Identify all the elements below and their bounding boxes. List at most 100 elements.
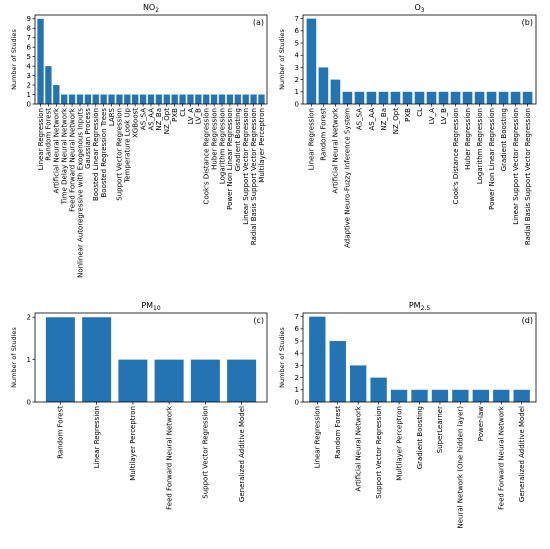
chart-title-subscript: 10 bbox=[153, 305, 161, 312]
bar-multilayer-perceptron bbox=[258, 94, 265, 104]
bar-lv-a bbox=[426, 91, 437, 104]
x-tick-label: NZ_Ba bbox=[380, 108, 388, 131]
y-tick-label: 1 bbox=[27, 356, 31, 364]
x-tick-label: CL bbox=[179, 108, 187, 117]
x-tick-label: Boosted Regression Trees bbox=[100, 108, 108, 198]
y-tick-label: 7 bbox=[295, 313, 299, 321]
y-tick-label: 3 bbox=[295, 362, 299, 370]
x-tick-label: Radial Basis Support Vector Regression bbox=[250, 108, 258, 245]
x-tick-label: Power-law bbox=[477, 406, 485, 441]
y-tick-label: 3 bbox=[27, 72, 31, 80]
y-tick-label: 0 bbox=[27, 100, 31, 108]
bar-gaussian-process bbox=[84, 94, 92, 104]
x-tick-label: Cook's Distance Regression bbox=[203, 108, 211, 204]
x-tick-label: NZ_Opt bbox=[163, 108, 171, 134]
plot-frame bbox=[34, 14, 268, 105]
y-tick-label: 4 bbox=[27, 63, 32, 71]
x-tick-label: AS_AA bbox=[368, 108, 376, 131]
chart-title-main: PM bbox=[141, 301, 153, 310]
bar-as-aa bbox=[147, 94, 155, 104]
bar-lv-b bbox=[438, 91, 449, 104]
chart-title-subscript: 3 bbox=[421, 7, 425, 14]
bar-lars bbox=[108, 94, 115, 104]
bar-as-sa bbox=[139, 94, 147, 104]
y-tick-label: 4 bbox=[295, 52, 300, 60]
y-tick-label: 4 bbox=[295, 350, 300, 358]
x-tick-label: Linear Support Vector Regression bbox=[512, 108, 520, 225]
bar-generalized-additive-model bbox=[227, 359, 257, 402]
plot-frame bbox=[34, 312, 268, 403]
x-tick-label: Support Vector Regression bbox=[202, 406, 210, 499]
x-tick-label: Gaussian Process bbox=[84, 108, 92, 169]
bar-random-forest bbox=[45, 66, 52, 104]
y-axis-label: Number of Studies bbox=[278, 29, 286, 90]
x-tick-label: PXB bbox=[171, 108, 179, 122]
panel-label: (c) bbox=[253, 316, 264, 325]
x-tick-label: Logarithm Regression bbox=[476, 108, 484, 184]
x-tick-label: Gradient Boosting bbox=[500, 108, 508, 171]
plot-frame bbox=[302, 14, 537, 105]
x-tick-label: Linear Regression bbox=[37, 108, 45, 170]
bar-support-vector-regression bbox=[370, 377, 387, 402]
y-tick-label: 6 bbox=[295, 325, 300, 333]
bar-linear-support-vector-regression bbox=[510, 91, 521, 104]
x-tick-label: XGBoost bbox=[132, 108, 140, 138]
bar-logarithm-regression bbox=[474, 91, 485, 104]
x-tick-label: Generalized Additive Model bbox=[238, 406, 246, 502]
bar-artificial-neural-network bbox=[53, 85, 60, 104]
x-tick-label: Linear Support Vector Regression bbox=[242, 108, 250, 225]
bar-as-sa bbox=[354, 91, 365, 104]
x-tick-label: LV_B bbox=[195, 108, 203, 124]
y-tick-label: 9 bbox=[27, 15, 31, 23]
chart-title-subscript: 2.5 bbox=[421, 305, 431, 312]
x-tick-label: Huber Regression bbox=[210, 108, 218, 170]
bar-as-aa bbox=[366, 91, 377, 104]
x-tick-label: Multilayer Perceptron bbox=[129, 406, 137, 481]
y-tick-label: 7 bbox=[295, 15, 299, 23]
y-tick-label: 2 bbox=[27, 314, 31, 322]
bar-linear-regression bbox=[82, 317, 112, 402]
x-tick-label: NZ_Ba bbox=[155, 108, 163, 131]
bar-power-non-linear-regression bbox=[226, 94, 234, 104]
bar-random-forest bbox=[45, 317, 75, 402]
bar-gradient-boosting bbox=[411, 389, 428, 402]
chart-title: O3 bbox=[414, 3, 424, 14]
bar-random-forest bbox=[318, 67, 329, 104]
panel-label: (d) bbox=[522, 316, 533, 325]
x-tick-label: Generalized Additive Model bbox=[518, 406, 526, 502]
y-axis-label: Number of Studies bbox=[278, 327, 286, 388]
x-tick-label: SuperLearner bbox=[436, 406, 444, 453]
x-tick-label: LV_A bbox=[187, 108, 195, 124]
bar-lv-b bbox=[195, 94, 202, 104]
x-tick-label: Linear Regression bbox=[93, 406, 101, 468]
x-tick-label: LV_A bbox=[428, 108, 436, 124]
bar-random-forest bbox=[329, 341, 346, 402]
bar-support-vector-regression bbox=[116, 94, 123, 104]
y-tick-label: 5 bbox=[27, 53, 31, 61]
x-tick-label: Multilayer Perceptron bbox=[258, 108, 266, 183]
chart-title: PM10 bbox=[141, 301, 161, 312]
x-tick-label: Radial Basis Support Vector Regression bbox=[524, 108, 532, 245]
chart-panel-pm25: PM2.5 Linear Regression Random Forest Artif… bbox=[278, 301, 537, 529]
x-tick-label: Boosted Linear Regression bbox=[92, 108, 100, 201]
y-tick-label: 2 bbox=[27, 81, 31, 89]
x-tick-label: Linear Regression bbox=[308, 108, 316, 170]
bar-neural-network-one-hidden-layer bbox=[452, 389, 469, 402]
bar-time-delay-neural-network bbox=[61, 94, 68, 104]
y-tick-label: 1 bbox=[27, 91, 31, 99]
x-tick-label: NZ_Opt bbox=[392, 108, 400, 134]
bar-cl bbox=[179, 94, 186, 104]
bar-gradient-boosting bbox=[234, 94, 241, 104]
y-axis-label: Number of Studies bbox=[10, 327, 18, 388]
x-tick-label: Feed Forward Neural Network bbox=[165, 405, 173, 510]
bar-boosted-linear-regression bbox=[92, 94, 99, 104]
bar-power-non-linear-regression bbox=[486, 91, 497, 104]
bar-pxb bbox=[402, 91, 413, 104]
y-tick-label: 0 bbox=[295, 100, 299, 108]
y-tick-label: 6 bbox=[27, 44, 32, 52]
bar-artificial-neural-network bbox=[330, 79, 341, 104]
bar-logarithm-regression bbox=[218, 94, 226, 104]
